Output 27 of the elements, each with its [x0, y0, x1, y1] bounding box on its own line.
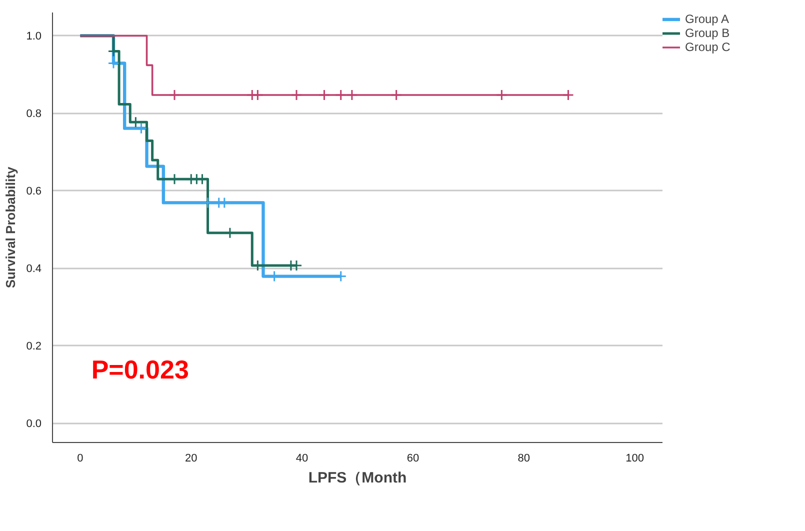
y-tick-label: 0.6 [26, 186, 42, 198]
point [390, 89, 402, 101]
point [335, 89, 347, 101]
point [346, 89, 358, 101]
legend-label: Group A [685, 12, 730, 26]
point [496, 89, 508, 101]
point [290, 89, 302, 101]
point [252, 89, 264, 101]
legend-label: Group B [685, 26, 730, 40]
y-tick-label: 0.2 [26, 340, 42, 353]
point [318, 89, 330, 101]
x-tick-label: 20 [185, 452, 198, 464]
x-tick-label: 100 [626, 452, 644, 464]
y-tick-label: 0.4 [26, 263, 42, 276]
x-tick-label: 0 [77, 452, 84, 464]
point [168, 89, 180, 101]
annotation: P=0.023 [91, 354, 189, 384]
x-tick-label: 80 [518, 452, 530, 464]
y-tick-label: 1.0 [26, 30, 42, 43]
x-tick-label: 60 [406, 452, 420, 464]
y-tick-label: 0.8 [26, 108, 42, 120]
y-tick-label: 0.0 [26, 418, 42, 430]
x-axis-title: LPFS（Month [308, 470, 407, 486]
x-tick-label: 40 [296, 452, 308, 464]
point [562, 89, 574, 101]
legend-label: Group C [685, 40, 730, 54]
y-axis-title: Survival Probability [3, 166, 18, 288]
